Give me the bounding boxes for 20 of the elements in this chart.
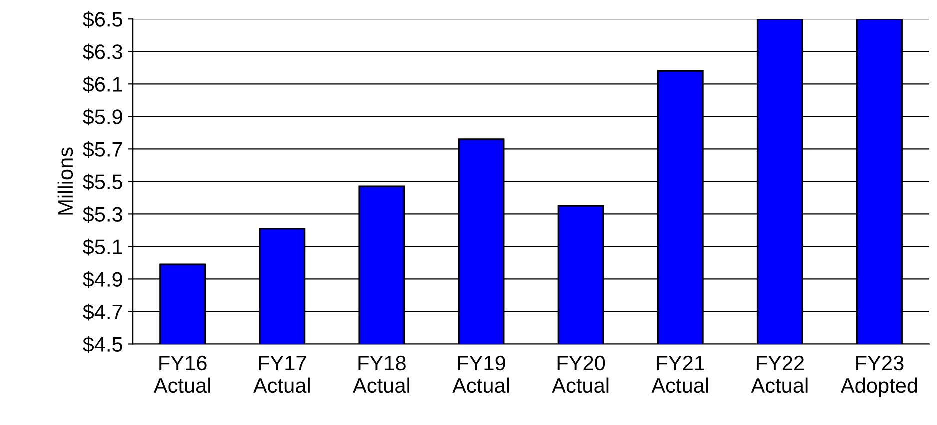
y-tick-label: $4.7 [83, 304, 122, 321]
y-tick-label: $5.7 [83, 141, 122, 158]
y-axis-title: Millions [58, 148, 74, 215]
y-tick-label: $5.1 [83, 238, 122, 256]
y-tick-label: $6.3 [83, 44, 122, 61]
y-tick-label: $6.1 [83, 76, 122, 94]
y-tick-label: $5.3 [83, 206, 122, 224]
y-tick-label: $5.9 [83, 108, 122, 126]
y-tick-label: $5.5 [83, 174, 122, 191]
x-tick-label: FY16 Actual [154, 356, 210, 394]
x-tick-label: FY18 Actual [353, 356, 410, 394]
x-tick-label: FY23 Adopted [840, 356, 918, 398]
y-tick-label: $6.5 [83, 11, 122, 28]
y-tick-label: $4.5 [83, 336, 122, 354]
x-tick-label: FY19 Actual [452, 356, 510, 394]
x-tick-label: FY21 Actual [652, 356, 708, 394]
x-tick-label: FY17 Actual [253, 356, 310, 394]
x-tick-label: FY20 Actual [552, 356, 609, 394]
x-tick-label: FY22 Actual [751, 356, 808, 394]
y-tick-label: $4.9 [83, 271, 122, 288]
